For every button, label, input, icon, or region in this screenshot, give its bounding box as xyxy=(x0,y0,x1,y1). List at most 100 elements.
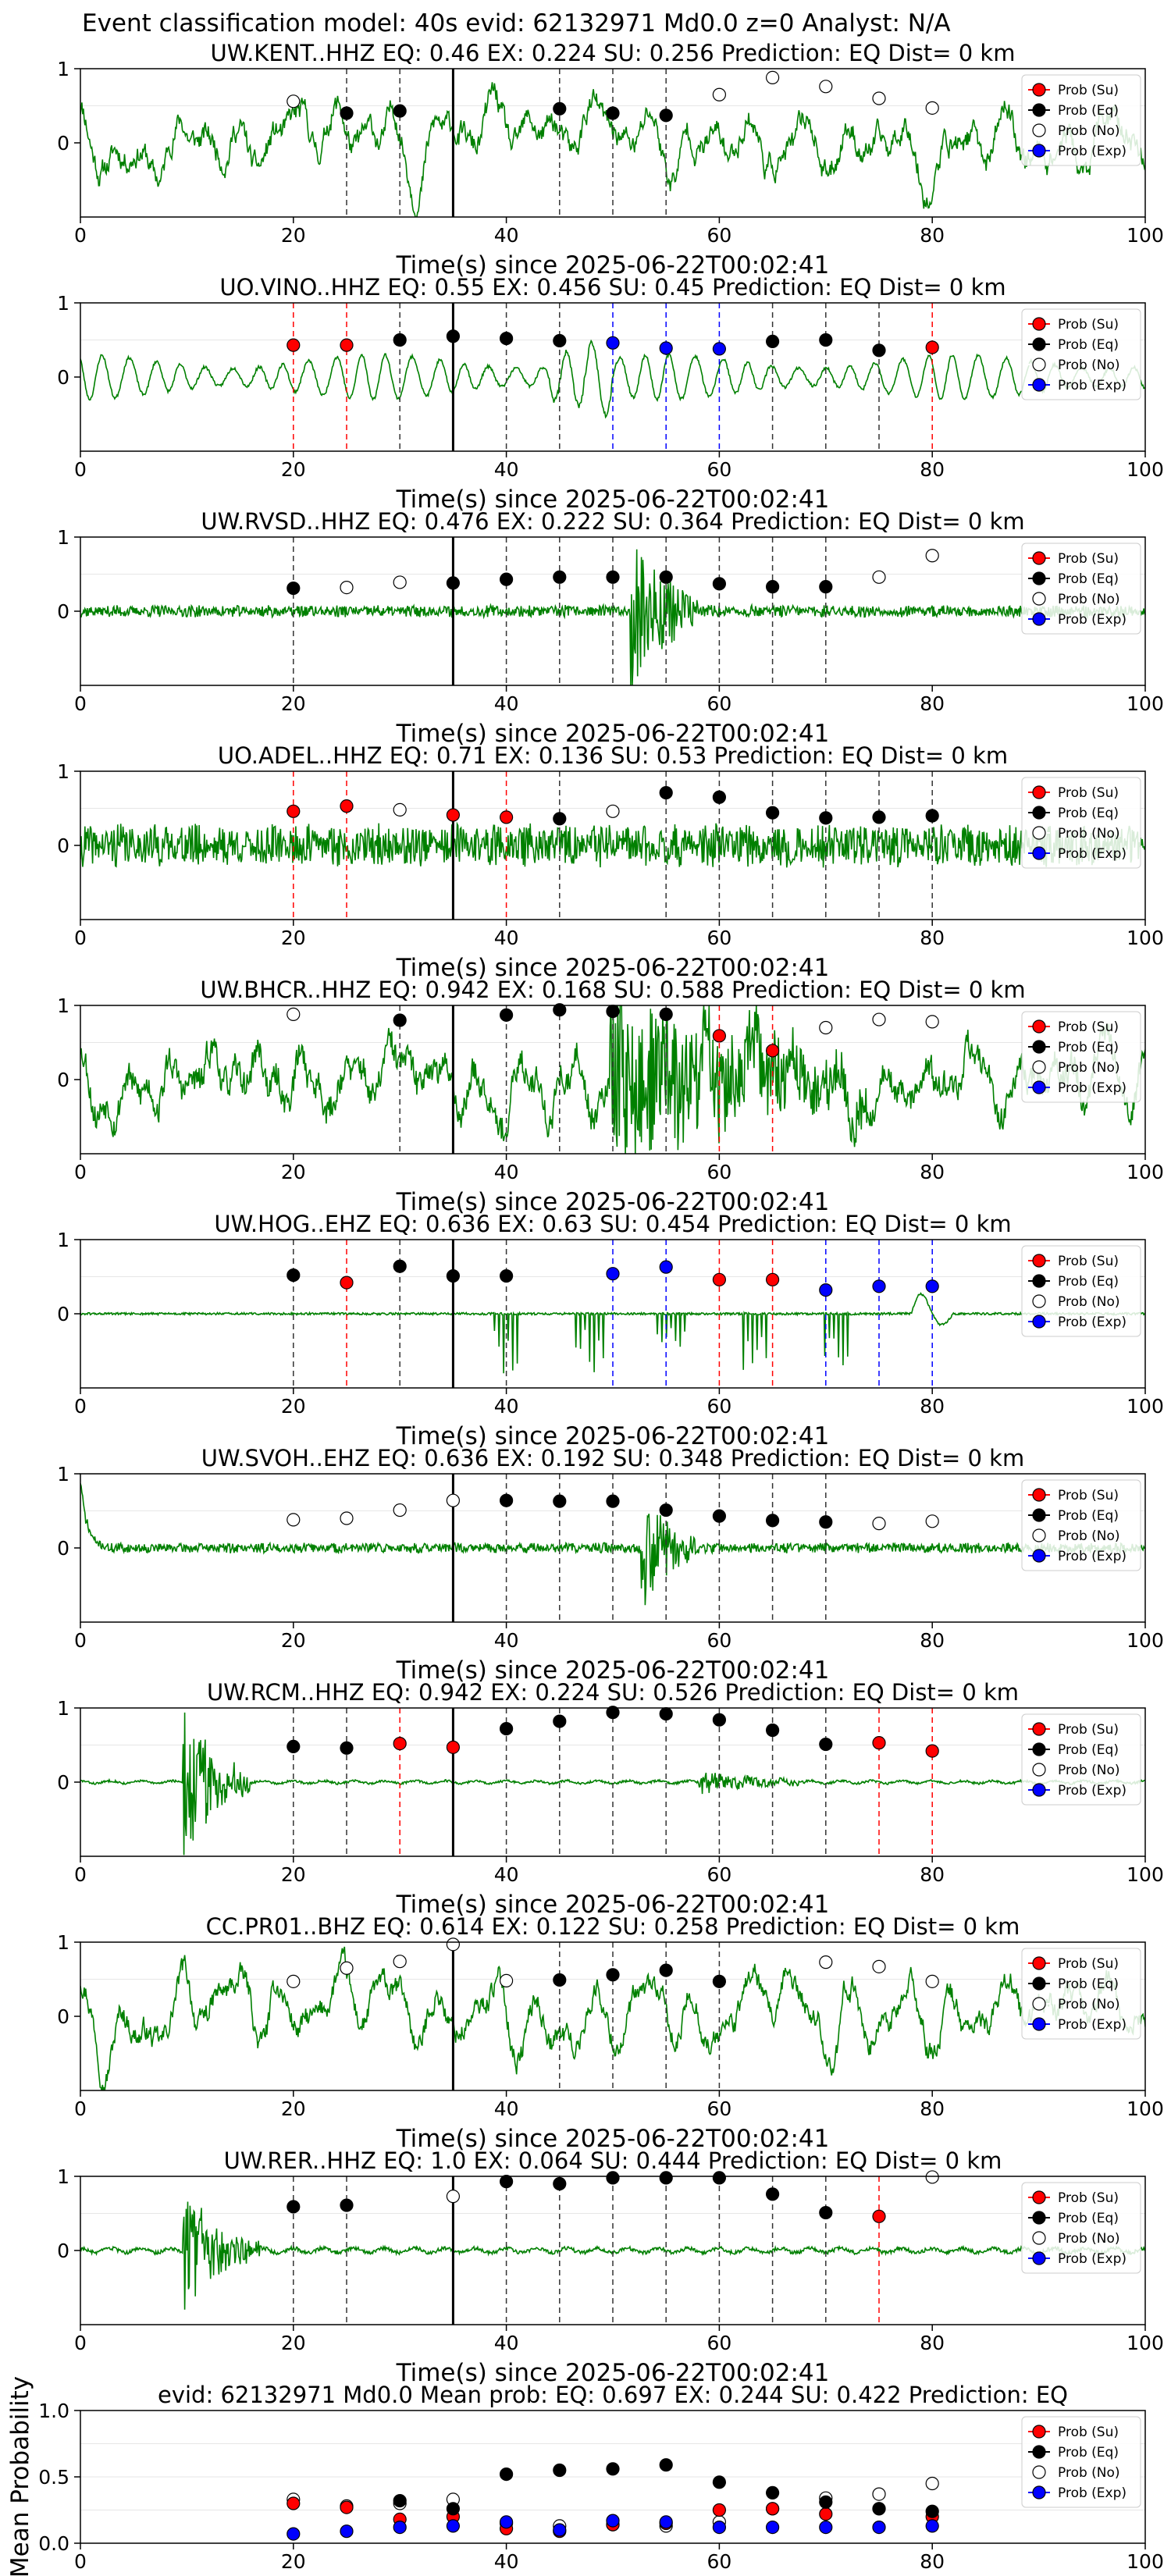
panels: UW.KENT..HHZ EQ: 0.46 EX: 0.224 SU: 0.25… xyxy=(6,40,1164,2576)
x-tick-label: 100 xyxy=(1127,1395,1164,1418)
prob-point-exp xyxy=(659,1260,673,1274)
y-tick-label: 1 xyxy=(57,760,69,783)
prob-point-eq xyxy=(659,1007,673,1022)
prob-point-eq xyxy=(819,580,833,594)
prob-point-eq xyxy=(606,1968,620,1982)
x-tick-label: 0 xyxy=(74,1629,87,1652)
x-tick-label: 0 xyxy=(74,692,87,715)
panel-2: UO.VINO..HHZ EQ: 0.55 EX: 0.456 SU: 0.45… xyxy=(57,274,1164,514)
prob-point-eq xyxy=(553,570,567,584)
prob-point-eq xyxy=(499,1722,514,1736)
panel-5: UW.BHCR..HHZ EQ: 0.942 EX: 0.168 SU: 0.5… xyxy=(57,977,1164,1216)
prob-point-eq xyxy=(712,1974,727,1988)
legend-marker-no xyxy=(1032,1997,1046,2011)
prob-point-eq xyxy=(553,2463,567,2478)
prob-point-no xyxy=(872,570,886,584)
x-tick-label: 100 xyxy=(1127,2097,1164,2120)
legend: Prob (Su) Prob (Eq) Prob (No) Prob (Exp) xyxy=(1021,1479,1141,1571)
legend-marker-exp xyxy=(1032,2017,1046,2031)
prob-point-eq xyxy=(659,2458,673,2472)
legend-marker-eq xyxy=(1032,337,1046,351)
prob-point-eq xyxy=(712,2475,727,2489)
panel-title: UW.HOG..EHZ EQ: 0.636 EX: 0.63 SU: 0.454… xyxy=(214,1211,1011,1237)
prob-point-su xyxy=(925,340,939,354)
x-tick-label: 100 xyxy=(1127,1863,1164,1886)
prob-point-eq xyxy=(606,1004,620,1019)
legend-marker-su xyxy=(1032,317,1046,331)
legend-marker-su xyxy=(1032,83,1046,97)
y-tick-label: 0.0 xyxy=(38,2532,69,2555)
prob-point-su xyxy=(287,804,301,818)
prob-point-exp xyxy=(499,2515,514,2529)
prob-point-exp xyxy=(712,342,727,356)
x-tick-label: 0 xyxy=(74,2550,87,2573)
x-tick-label: 60 xyxy=(707,2332,731,2354)
legend-marker-exp xyxy=(1032,2485,1046,2500)
y-tick-label: 0 xyxy=(57,1771,69,1794)
panel-title: UW.RVSD..HHZ EQ: 0.476 EX: 0.222 SU: 0.3… xyxy=(201,508,1024,535)
panel-title: evid: 62132971 Md0.0 Mean prob: EQ: 0.69… xyxy=(158,2382,1068,2408)
legend-marker-eq xyxy=(1032,2445,1046,2459)
legend-marker-no xyxy=(1032,123,1046,137)
legend-entry: Prob (No) xyxy=(1058,592,1120,607)
x-tick-label: 20 xyxy=(281,1863,306,1886)
legend: Prob (Su) Prob (Eq) Prob (No) Prob (Exp) xyxy=(1021,543,1141,635)
legend-entry: Prob (Exp) xyxy=(1058,846,1127,862)
prob-point-su xyxy=(499,810,514,824)
legend-marker-exp xyxy=(1032,1080,1046,1094)
prob-point-eq xyxy=(712,577,727,591)
x-tick-label: 40 xyxy=(494,927,519,949)
legend-box xyxy=(1021,1011,1141,1103)
prob-point-su xyxy=(340,1276,354,1290)
prob-point-eq xyxy=(287,581,301,596)
legend-entry: Prob (Exp) xyxy=(1058,378,1127,393)
x-tick-label: 40 xyxy=(494,1863,519,1886)
legend-marker-no xyxy=(1032,1528,1046,1542)
y-tick-label: 0 xyxy=(57,1537,69,1560)
prob-point-exp xyxy=(659,341,673,355)
y-tick-label: 0 xyxy=(57,1069,69,1091)
x-tick-label: 100 xyxy=(1127,458,1164,481)
prob-point-no xyxy=(925,1974,939,1988)
x-tick-label: 0 xyxy=(74,1863,87,1886)
x-tick-label: 0 xyxy=(74,1161,87,1183)
x-tick-label: 80 xyxy=(920,1161,945,1183)
legend-entry: Prob (Eq) xyxy=(1058,571,1119,587)
prob-point-no xyxy=(446,1493,461,1507)
prob-point-eq xyxy=(287,2200,301,2214)
x-tick-label: 100 xyxy=(1127,224,1164,247)
prob-point-no xyxy=(340,1961,354,1975)
panel-title: UW.RER..HHZ EQ: 1.0 EX: 0.064 SU: 0.444 … xyxy=(224,2147,1002,2174)
x-tick-label: 80 xyxy=(920,2550,945,2573)
prob-point-eq xyxy=(819,2495,833,2509)
x-tick-label: 80 xyxy=(920,458,945,481)
prob-point-exp xyxy=(287,2527,301,2541)
x-tick-label: 20 xyxy=(281,2550,306,2573)
legend-entry: Prob (Exp) xyxy=(1058,144,1127,159)
prob-point-no xyxy=(872,1517,886,1531)
prob-point-eq xyxy=(499,1008,514,1022)
prob-point-exp xyxy=(925,1279,939,1293)
legend-entry: Prob (Exp) xyxy=(1058,1783,1127,1799)
legend-entry: Prob (Eq) xyxy=(1058,1742,1119,1758)
prob-point-exp xyxy=(925,2519,939,2533)
x-tick-label: 0 xyxy=(74,2332,87,2354)
prob-point-eq xyxy=(446,576,461,590)
waveform-trace xyxy=(80,339,1145,419)
prob-point-su xyxy=(340,799,354,813)
prob-point-exp xyxy=(819,1283,833,1297)
prob-point-eq xyxy=(872,343,886,358)
prob-point-exp xyxy=(819,2521,833,2535)
legend-box xyxy=(1021,308,1141,400)
prob-point-eq xyxy=(819,1515,833,1529)
panel-title: UW.SVOH..EHZ EQ: 0.636 EX: 0.192 SU: 0.3… xyxy=(201,1445,1024,1471)
panel-title: UO.ADEL..HHZ EQ: 0.71 EX: 0.136 SU: 0.53… xyxy=(218,742,1008,769)
prob-point-no xyxy=(340,1511,354,1525)
x-tick-label: 80 xyxy=(920,1863,945,1886)
legend-entry: Prob (Exp) xyxy=(1058,2017,1127,2033)
legend-entry: Prob (Su) xyxy=(1058,785,1119,801)
prob-point-no xyxy=(393,1955,407,1969)
x-axis-label: Time(s) since 2025-06-22T00:02:41 xyxy=(396,486,830,514)
x-tick-label: 60 xyxy=(707,2550,731,2573)
